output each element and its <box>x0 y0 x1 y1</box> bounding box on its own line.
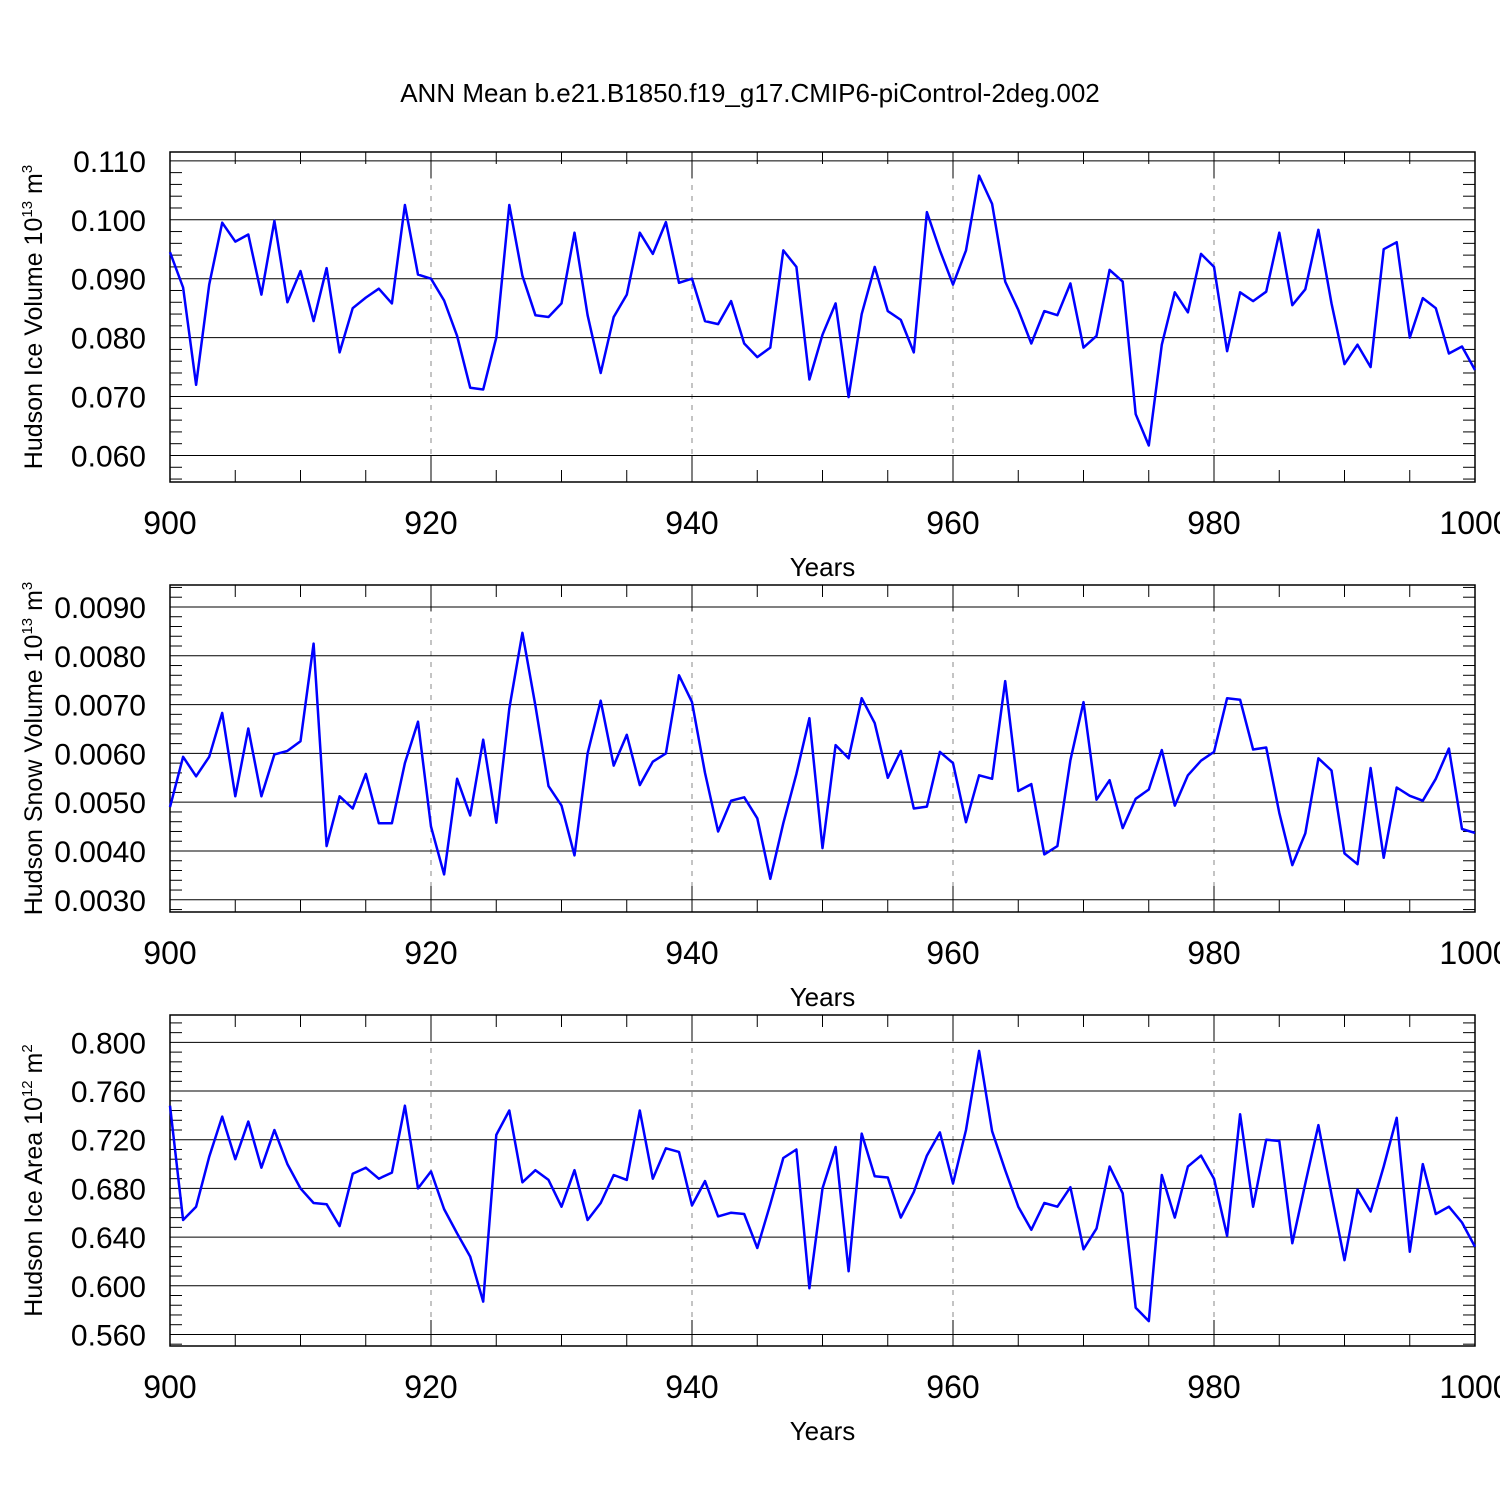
y-tick-label: 0.720 <box>71 1125 146 1158</box>
panel-snow-volume: 0.0030 0.0040 0.0050 0.0060 0.0070 0.0080 0.00… <box>19 582 1500 1012</box>
y-tick-label: 0.760 <box>71 1076 146 1109</box>
y-axis-label-superscript: 13 <box>19 618 36 635</box>
y-tick-label: 0.070 <box>71 382 146 415</box>
x-tick-label: 980 <box>1187 935 1240 971</box>
x-tick-label: 960 <box>926 505 979 541</box>
x-tick-label: 900 <box>143 935 196 971</box>
series-line <box>168 1049 1477 1323</box>
y-tick-label: 0.0060 <box>54 738 146 771</box>
y-axis-label-part: m <box>20 173 48 201</box>
plot-frame <box>169 584 1476 913</box>
x-tick-label: 900 <box>143 1369 196 1405</box>
plot-frame <box>169 1014 1476 1347</box>
y-tick-label: 0.0070 <box>54 690 146 723</box>
x-tick-label: 920 <box>404 935 457 971</box>
x-axis-label: Years <box>790 552 856 582</box>
y-axis-label-superscript: 3 <box>19 165 36 173</box>
y-axis-label-part: Hudson Ice Area 10 <box>20 1097 48 1317</box>
y-axis-label: Hudson Ice Volume 1013 m3 <box>19 165 48 469</box>
y-tick-label: 0.100 <box>71 205 146 238</box>
y-tick-label: 0.560 <box>71 1319 146 1352</box>
x-tick-label: 900 <box>143 505 196 541</box>
y-tick-label: 0.800 <box>71 1027 146 1060</box>
y-tick-label: 0.110 <box>73 146 146 179</box>
y-tick-label: 0.680 <box>71 1173 146 1206</box>
x-tick-label: 940 <box>665 935 718 971</box>
y-axis-label-part: Hudson Ice Volume 10 <box>20 218 48 470</box>
series-line <box>168 174 1477 447</box>
y-tick-label: 0.640 <box>71 1222 146 1255</box>
y-tick-label: 0.0040 <box>54 836 146 869</box>
x-tick-label: 980 <box>1187 505 1240 541</box>
y-tick-label: 0.060 <box>71 440 146 473</box>
x-tick-label: 920 <box>404 1369 457 1405</box>
x-tick-label: 980 <box>1187 1369 1240 1405</box>
chart-title: ANN Mean b.e21.B1850.f19_g17.CMIP6-piCon… <box>400 78 1100 108</box>
x-axis-label: Years <box>790 1416 856 1446</box>
panel-ice-volume: 0.060 0.070 0.080 0.090 0.100 0.110 900 920 940 9… <box>19 146 1500 582</box>
y-axis-label-part: m <box>20 590 48 618</box>
x-tick-label: 960 <box>926 935 979 971</box>
panel-ice-area: 0.560 0.600 0.640 0.680 0.720 0.760 0.800 900 92… <box>19 1014 1500 1446</box>
x-tick-label: 920 <box>404 505 457 541</box>
plot-frame <box>169 151 1476 483</box>
x-tick-label: 960 <box>926 1369 979 1405</box>
x-axis-label: Years <box>790 982 856 1012</box>
x-tick-label: 940 <box>665 1369 718 1405</box>
y-axis-label: Hudson Snow Volume 1013 m3 <box>19 582 48 916</box>
y-axis-label-part: m <box>20 1053 48 1081</box>
y-tick-label: 0.0090 <box>54 592 146 625</box>
series-line <box>168 631 1476 881</box>
y-tick-label: 0.090 <box>71 264 146 297</box>
y-tick-label: 0.0050 <box>54 787 146 820</box>
y-axis-label-superscript: 12 <box>19 1080 36 1097</box>
y-axis-label-superscript: 2 <box>19 1044 36 1052</box>
y-axis-label-superscript: 3 <box>19 582 36 590</box>
y-axis-label: Hudson Ice Area 1012 m2 <box>19 1044 48 1316</box>
y-tick-label: 0.080 <box>71 323 146 356</box>
y-axis-label-superscript: 13 <box>19 201 36 218</box>
x-tick-label: 940 <box>665 505 718 541</box>
y-tick-label: 0.0030 <box>54 885 146 918</box>
y-axis-label-part: Hudson Snow Volume 10 <box>20 635 48 916</box>
y-tick-label: 0.0080 <box>54 641 146 674</box>
y-tick-label: 0.600 <box>71 1271 146 1304</box>
